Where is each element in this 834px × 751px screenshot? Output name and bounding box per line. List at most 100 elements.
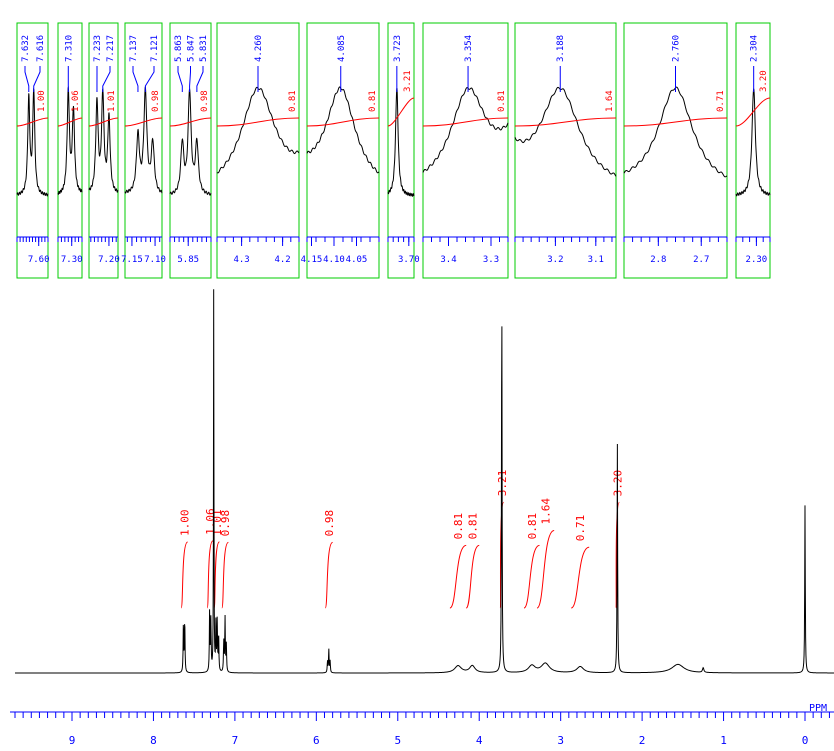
inset-axis-label: 4.3 bbox=[233, 255, 249, 265]
inset-frame bbox=[422, 22, 509, 279]
inset-integral-curve bbox=[306, 117, 380, 127]
inset-frame bbox=[88, 22, 119, 279]
inset-frame bbox=[16, 22, 49, 279]
integral-label: 0.71 bbox=[574, 515, 587, 542]
axis-tick-label: 2 bbox=[639, 734, 646, 747]
inset-integral-label: 0.98 bbox=[200, 90, 210, 112]
inset-axis-label: 3.70 bbox=[398, 255, 420, 265]
inset-panel: 0.81 4.085 4.15 4.10 4.05 bbox=[301, 22, 380, 279]
inset-axis-label: 7.30 bbox=[61, 255, 83, 265]
inset-axis-label: 5.85 bbox=[177, 255, 199, 265]
inset-integral-label: 1.00 bbox=[37, 90, 47, 112]
inset-integral-curve bbox=[735, 97, 771, 127]
peak-label: 5.847 bbox=[187, 35, 197, 62]
inset-frame bbox=[57, 22, 83, 279]
integral-label: 1.64 bbox=[540, 498, 553, 525]
integral-curve bbox=[465, 544, 480, 609]
peak-label: 3.354 bbox=[464, 35, 474, 62]
peak-leader bbox=[144, 66, 155, 92]
inset-axis-label: 7.15 bbox=[121, 255, 143, 265]
axis-tick-label: 7 bbox=[232, 734, 239, 747]
inset-integral-label: 0.81 bbox=[288, 90, 298, 112]
inset-spectrum bbox=[216, 86, 300, 174]
inset-panel: 0.71 2.760 2.8 2.7 bbox=[623, 22, 728, 279]
axis-tick-label: 4 bbox=[476, 734, 483, 747]
integral-label: 0.81 bbox=[526, 513, 539, 540]
inset-spectrum bbox=[514, 86, 617, 177]
inset-integral-curve bbox=[387, 97, 415, 127]
integral-curve bbox=[213, 541, 220, 609]
inset-integral-label: 1.06 bbox=[71, 90, 81, 112]
inset-axis-label: 7.60 bbox=[28, 255, 50, 265]
integral: 3.20 bbox=[612, 470, 625, 609]
inset-frame bbox=[306, 22, 380, 279]
integral-curve bbox=[523, 544, 540, 609]
inset-axis-label: 4.15 bbox=[301, 255, 323, 265]
inset-axis-label: 3.4 bbox=[440, 255, 456, 265]
inset-panel: 3.20 2.304 2.30 bbox=[735, 22, 771, 279]
integral: 0.98 bbox=[323, 510, 336, 609]
inset-panel: 1.64 3.188 3.2 3.1 bbox=[514, 22, 617, 279]
integral-label: 3.20 bbox=[612, 470, 625, 497]
inset-panel: 0.98 7.137 7.121 7.15 7.10 bbox=[121, 22, 166, 279]
inset-frame bbox=[387, 22, 415, 279]
peak-leader bbox=[102, 66, 111, 92]
integral-curve bbox=[536, 529, 555, 609]
inset-integral-curve bbox=[124, 117, 163, 127]
inset-spectrum bbox=[623, 86, 728, 178]
integral-curve bbox=[570, 546, 590, 609]
ppm-axis: PPM 9 8 7 6 5 4 3 2 1 0 bbox=[10, 703, 834, 747]
peak-label: 7.632 bbox=[21, 35, 31, 62]
inset-integral-label: 0.81 bbox=[368, 90, 378, 112]
inset-axis-label: 7.10 bbox=[144, 255, 166, 265]
inset-spectrum bbox=[57, 86, 83, 195]
axis-unit-label: PPM bbox=[809, 703, 827, 714]
peak-label: 7.310 bbox=[64, 35, 74, 62]
peak-label: 7.217 bbox=[106, 35, 116, 62]
integral-label: 0.98 bbox=[323, 510, 336, 537]
integral-curve bbox=[221, 541, 229, 609]
peak-label: 5.863 bbox=[174, 35, 184, 62]
peak-label: 2.304 bbox=[750, 35, 760, 62]
integral: 0.81 bbox=[465, 513, 480, 609]
inset-frame bbox=[216, 22, 300, 279]
inset-frame bbox=[169, 22, 212, 279]
inset-axis-label: 3.3 bbox=[483, 255, 499, 265]
integral: 0.81 bbox=[449, 513, 467, 609]
inset-axis-label: 7.20 bbox=[98, 255, 120, 265]
axis-tick-label: 6 bbox=[313, 734, 320, 747]
inset-spectrum bbox=[306, 86, 380, 174]
inset-frame bbox=[735, 22, 771, 279]
inset-axis-label: 2.7 bbox=[693, 255, 709, 265]
inset-axis-label: 4.05 bbox=[346, 255, 368, 265]
peak-label: 4.260 bbox=[254, 35, 264, 62]
inset-integral-label: 3.21 bbox=[403, 70, 413, 92]
axis-tick-label: 3 bbox=[557, 734, 564, 747]
inset-axis-label: 2.30 bbox=[746, 255, 768, 265]
integral-curve bbox=[324, 541, 334, 609]
inset-integral-curve bbox=[623, 117, 728, 127]
integral-label: 0.98 bbox=[219, 510, 232, 537]
inset-spectrum bbox=[387, 88, 415, 197]
inset-spectrum bbox=[88, 87, 119, 193]
inset-integral-curve bbox=[88, 117, 119, 127]
peak-label: 7.137 bbox=[129, 35, 139, 62]
inset-integral-label: 0.98 bbox=[151, 90, 161, 112]
integral-label: 1.00 bbox=[178, 510, 191, 537]
integral-curve bbox=[206, 540, 214, 609]
inset-frame bbox=[124, 22, 163, 279]
spectrum-trace bbox=[14, 289, 834, 674]
axis-tick-label: 5 bbox=[394, 734, 401, 747]
inset-panel: 3.213.723 3.70 bbox=[387, 22, 420, 279]
inset-integral-label: 0.71 bbox=[716, 90, 726, 112]
peak-label: 3.723 bbox=[393, 35, 403, 62]
integral: 0.81 bbox=[523, 513, 540, 609]
axis-tick-label: 1 bbox=[720, 734, 727, 747]
peak-leader bbox=[24, 66, 30, 92]
peak-label: 5.831 bbox=[199, 35, 209, 62]
inset-integral-label: 0.81 bbox=[497, 90, 507, 112]
peak-leader bbox=[132, 66, 139, 92]
inset-panel: 1.06 7.310 7.30 bbox=[57, 22, 83, 279]
inset-frame bbox=[623, 22, 728, 279]
